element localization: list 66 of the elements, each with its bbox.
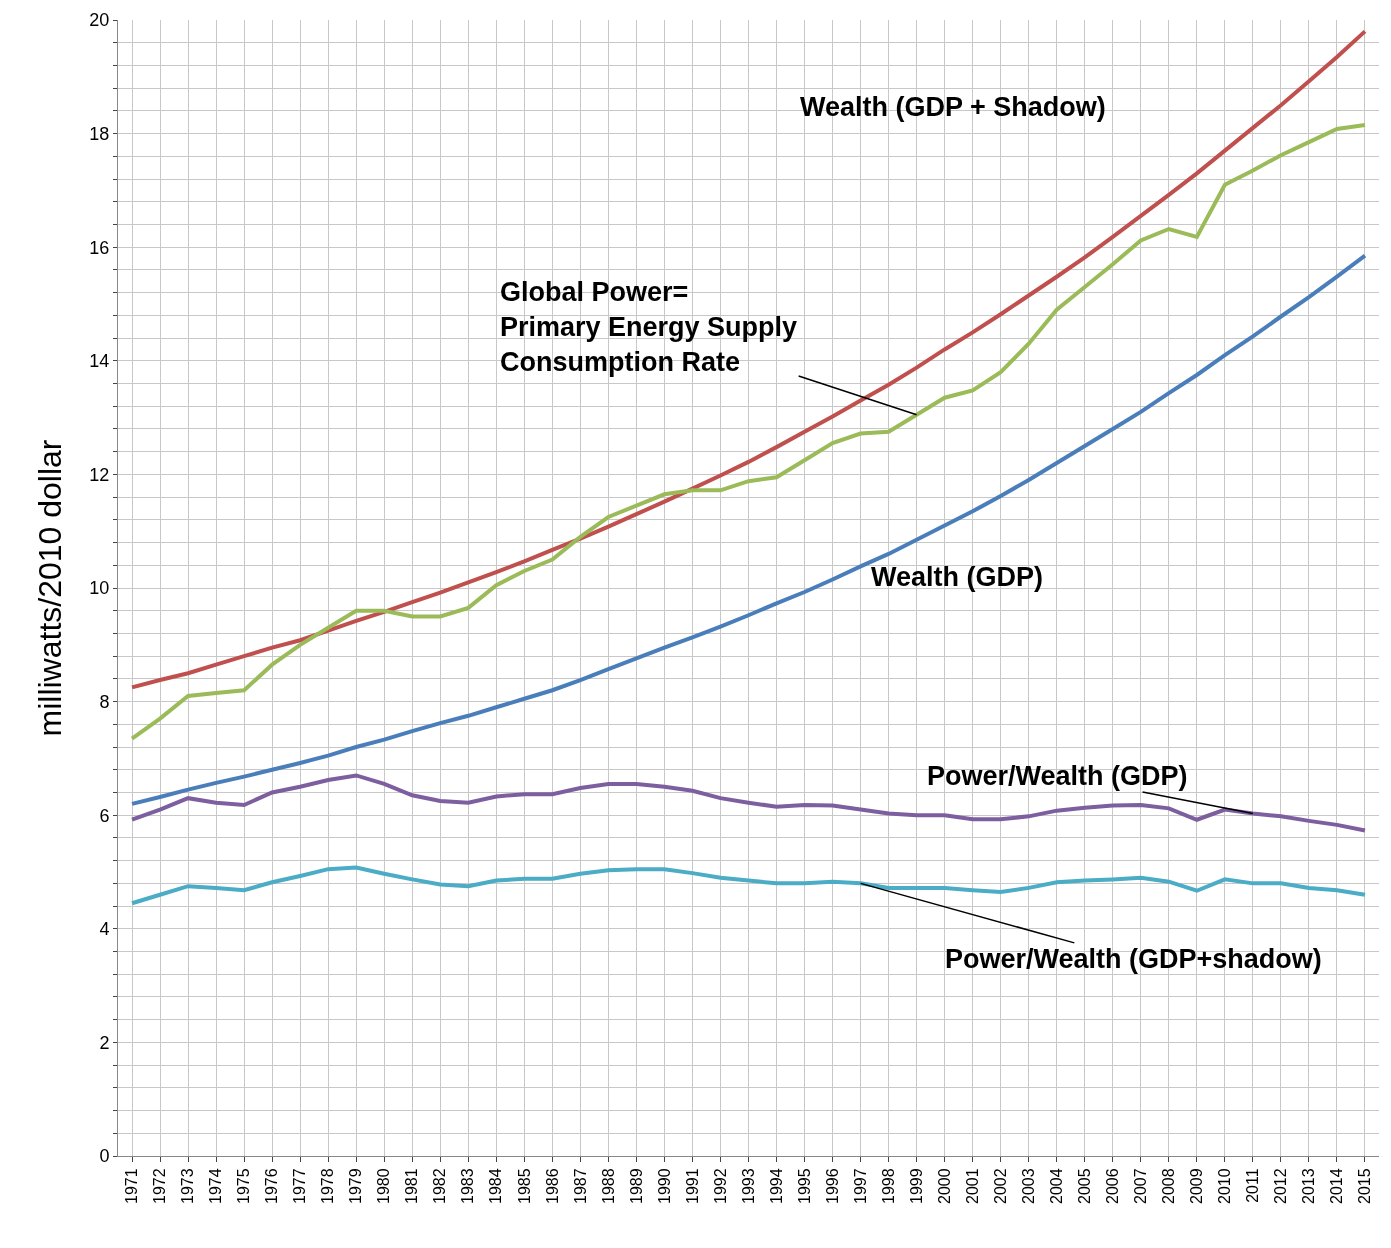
x-tick-label: 1977 xyxy=(291,1168,309,1204)
x-tick-label: 1992 xyxy=(711,1168,729,1204)
annotation: Wealth (GDP + Shadow) xyxy=(800,92,1106,122)
y-tick-label: 4 xyxy=(99,919,110,940)
x-tick-label: 2011 xyxy=(1244,1168,1262,1203)
x-tick-label: 1980 xyxy=(375,1168,393,1204)
x-tick-label: 2001 xyxy=(963,1168,981,1204)
x-tick-label: 2000 xyxy=(935,1168,953,1204)
y-tick-label: 0 xyxy=(99,1146,110,1167)
y-tick-label: 2 xyxy=(99,1032,110,1053)
x-tick-label: 1994 xyxy=(767,1168,785,1204)
x-tick-label: 1990 xyxy=(655,1168,673,1204)
x-tick-label: 1988 xyxy=(599,1168,617,1204)
x-tick-label: 1978 xyxy=(319,1168,337,1204)
y-tick-label: 8 xyxy=(99,691,110,712)
y-tick-label: 20 xyxy=(89,10,110,31)
x-tick-label: 1987 xyxy=(571,1168,589,1204)
annotation: Global Power= Primary Energy Supply Consumption Rate xyxy=(500,277,798,378)
x-tick-label: 1999 xyxy=(907,1168,925,1204)
x-tick-label: 1986 xyxy=(543,1168,561,1204)
x-tick-label: 2014 xyxy=(1328,1168,1346,1204)
y-axis-title: milliwatts/2010 dollar xyxy=(31,439,68,737)
x-tick-label: 1985 xyxy=(515,1168,533,1204)
x-tick-label: 1991 xyxy=(683,1168,701,1204)
x-tick-label: 2008 xyxy=(1160,1168,1178,1204)
x-tick-label: 1996 xyxy=(823,1168,841,1204)
x-tick-label: 1981 xyxy=(403,1168,421,1204)
annotation: Power/Wealth (GDP+shadow) xyxy=(945,944,1322,974)
x-tick-label: 1975 xyxy=(235,1168,253,1204)
x-tick-label: 2004 xyxy=(1047,1168,1065,1204)
y-tick-label: 16 xyxy=(89,237,110,258)
line-series xyxy=(130,123,1367,741)
x-tick-label: 2005 xyxy=(1075,1168,1093,1204)
x-tick-label: 1989 xyxy=(627,1168,645,1204)
line-series xyxy=(130,29,1367,690)
y-tick-label: 18 xyxy=(89,123,110,144)
y-tick-label: 14 xyxy=(89,351,110,372)
x-tick-label: 1974 xyxy=(207,1168,225,1204)
x-tick-label: 2010 xyxy=(1216,1168,1234,1204)
x-tick-label: 1997 xyxy=(851,1168,869,1204)
x-tick-label: 2012 xyxy=(1272,1168,1290,1204)
x-tick-label: 1995 xyxy=(795,1168,813,1204)
x-tick-label: 1971 xyxy=(123,1168,141,1204)
annotation: Power/Wealth (GDP) xyxy=(927,761,1188,791)
x-tick-label: 2013 xyxy=(1300,1168,1318,1204)
line-series xyxy=(130,865,1367,906)
x-tick-label: 1972 xyxy=(151,1168,169,1204)
annotation: Wealth (GDP) xyxy=(871,562,1044,592)
x-tick-label: 1979 xyxy=(347,1168,365,1204)
x-tick-label: 1993 xyxy=(739,1168,757,1204)
x-tick-label: 1976 xyxy=(263,1168,281,1204)
x-tick-label: 1984 xyxy=(487,1168,505,1204)
y-tick-label: 12 xyxy=(89,464,110,485)
x-tick-label: 2007 xyxy=(1132,1168,1150,1204)
x-tick-label: 2015 xyxy=(1356,1168,1374,1204)
x-tick-label: 2009 xyxy=(1188,1168,1206,1204)
x-tick-label: 1982 xyxy=(431,1168,449,1204)
line-series xyxy=(130,253,1367,806)
x-tick-label: 1973 xyxy=(179,1168,197,1204)
x-tick-label: 2003 xyxy=(1019,1168,1037,1204)
x-tick-label: 1983 xyxy=(459,1168,477,1204)
y-tick-label: 6 xyxy=(99,805,110,826)
x-tick-label: 2006 xyxy=(1103,1168,1121,1204)
x-tick-label: 2002 xyxy=(991,1168,1009,1204)
x-tick-label: 1998 xyxy=(879,1168,897,1204)
y-tick-label: 10 xyxy=(89,578,110,599)
